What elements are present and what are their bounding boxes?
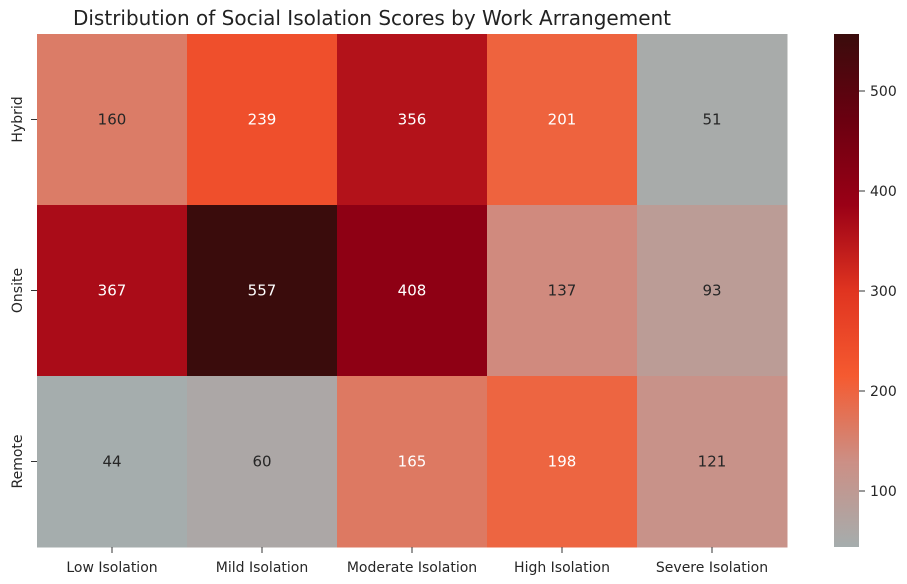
heatmap-cell-hybrid-mild-isolation	[187, 34, 338, 206]
column-label: Moderate Isolation	[347, 560, 477, 576]
cell-value-label: 201	[548, 111, 577, 129]
cell-value-label: 60	[252, 453, 271, 471]
column-label: Mild Isolation	[216, 560, 308, 576]
row-label: Remote	[10, 434, 26, 488]
row-label: Hybrid	[10, 96, 26, 142]
colorbar-tick-label: 200	[870, 384, 897, 400]
row-label: Onsite	[10, 268, 26, 313]
heatmap-cell-onsite-low-isolation	[37, 205, 188, 377]
cell-value-label: 367	[98, 282, 127, 300]
heatmap-cells: 160 239 356 201 51 367 557 408 137 93 44 60 165 198 12…	[37, 34, 788, 548]
cell-value-label: 44	[102, 453, 121, 471]
heatmap-cell-onsite-mild-isolation	[187, 205, 338, 377]
cell-value-label: 239	[248, 111, 277, 129]
cell-value-label: 408	[398, 282, 427, 300]
colorbar-tick-label: 400	[870, 184, 897, 200]
colorbar-tick-label: 300	[870, 284, 897, 300]
cell-value-label: 356	[398, 111, 427, 129]
heatmap-cell-remote-mild-isolation	[187, 376, 338, 548]
heatmap-cell-hybrid-high-isolation	[487, 34, 638, 206]
cell-value-label: 121	[698, 453, 727, 471]
colorbar-tick-label: 500	[870, 84, 897, 100]
heatmap-cell-hybrid-severe-isolation	[637, 34, 788, 206]
cell-value-label: 160	[98, 111, 127, 129]
cell-value-label: 165	[398, 453, 427, 471]
colorbar-gradient	[834, 34, 859, 547]
column-label: Severe Isolation	[656, 560, 768, 576]
column-label: Low Isolation	[66, 560, 157, 576]
heatmap-cell-remote-moderate-isolation	[337, 376, 488, 548]
heatmap-cell-remote-high-isolation	[487, 376, 638, 548]
cell-value-label: 93	[702, 282, 721, 300]
heatmap-cell-hybrid-low-isolation	[37, 34, 188, 206]
heatmap-cell-onsite-severe-isolation	[637, 205, 788, 377]
column-labels: Low Isolation Mild Isolation Moderate Isol…	[66, 547, 768, 576]
row-labels: Hybrid Onsite Remote	[10, 96, 37, 489]
heatmap-cell-remote-severe-isolation	[637, 376, 788, 548]
colorbar: 100 200 300 400 500	[834, 34, 897, 547]
cell-value-label: 51	[702, 111, 721, 129]
colorbar-tick-label: 100	[870, 484, 897, 500]
cell-value-label: 557	[248, 282, 277, 300]
heatmap-cell-hybrid-moderate-isolation	[337, 34, 488, 206]
heatmap-cell-onsite-high-isolation	[487, 205, 638, 377]
heatmap-cell-remote-low-isolation	[37, 376, 188, 548]
heatmap-cell-onsite-moderate-isolation	[337, 205, 488, 377]
cell-value-label: 198	[548, 453, 577, 471]
chart-title: Distribution of Social Isolation Scores …	[73, 6, 671, 30]
column-label: High Isolation	[514, 560, 610, 576]
cell-value-label: 137	[548, 282, 577, 300]
